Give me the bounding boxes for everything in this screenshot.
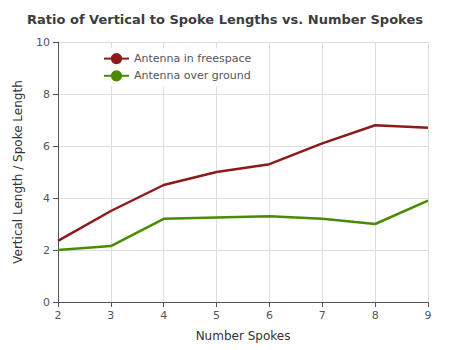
svg-text:6: 6 — [266, 309, 273, 322]
svg-text:Antenna in freespace: Antenna in freespace — [134, 52, 251, 65]
svg-text:Number Spokes: Number Spokes — [196, 329, 291, 343]
svg-text:Antenna over ground: Antenna over ground — [134, 69, 251, 82]
svg-text:4: 4 — [160, 309, 167, 322]
svg-text:4: 4 — [43, 192, 50, 205]
svg-text:8: 8 — [372, 309, 379, 322]
svg-text:8: 8 — [43, 88, 50, 101]
svg-text:Vertical Length / Spoke Length: Vertical Length / Spoke Length — [11, 80, 25, 263]
svg-text:2: 2 — [55, 309, 62, 322]
svg-text:0: 0 — [43, 296, 50, 309]
svg-text:6: 6 — [43, 140, 50, 153]
svg-text:9: 9 — [425, 309, 432, 322]
svg-text:7: 7 — [319, 309, 326, 322]
svg-text:10: 10 — [36, 36, 50, 49]
svg-text:5: 5 — [213, 309, 220, 322]
svg-text:2: 2 — [43, 244, 50, 257]
svg-text:3: 3 — [107, 309, 114, 322]
svg-text:Ratio of Vertical to Spoke Len: Ratio of Vertical to Spoke Lengths vs. N… — [27, 12, 423, 27]
